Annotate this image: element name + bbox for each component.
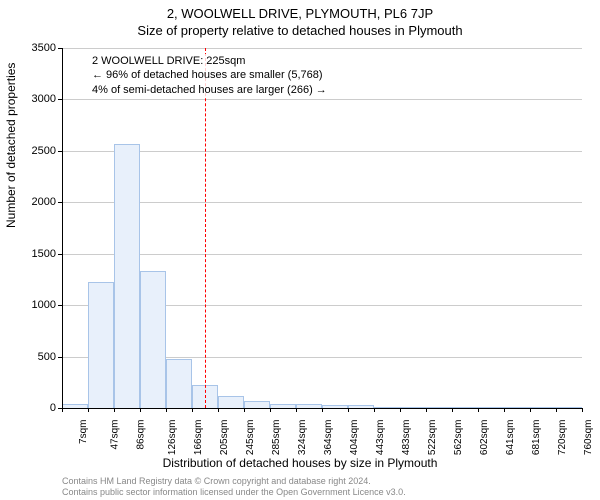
ytick-mark: [58, 202, 62, 203]
xtick-mark: [504, 408, 505, 412]
xtick-mark: [400, 408, 401, 412]
xtick-label: 720sqm: [557, 420, 568, 456]
xtick-mark: [582, 408, 583, 412]
xtick-mark: [530, 408, 531, 412]
xtick-mark: [426, 408, 427, 412]
xtick-mark: [348, 408, 349, 412]
xtick-label: 562sqm: [453, 420, 464, 456]
annotation-line-1: 2 WOOLWELL DRIVE: 225sqm: [92, 54, 327, 68]
ytick-label: 2500: [16, 145, 56, 157]
xtick-label: 760sqm: [583, 420, 594, 456]
xtick-label: 245sqm: [245, 420, 256, 456]
xtick-mark: [296, 408, 297, 412]
xtick-label: 602sqm: [479, 420, 490, 456]
ytick-label: 1500: [16, 248, 56, 260]
xtick-label: 324sqm: [297, 420, 308, 456]
xtick-mark: [478, 408, 479, 412]
xtick-mark: [114, 408, 115, 412]
annotation-line-3: 4% of semi-detached houses are larger (2…: [92, 83, 327, 97]
page-title: 2, WOOLWELL DRIVE, PLYMOUTH, PL6 7JP: [0, 0, 600, 21]
xtick-label: 205sqm: [219, 420, 230, 456]
xtick-label: 7sqm: [78, 420, 89, 444]
xtick-label: 364sqm: [323, 420, 334, 456]
xtick-mark: [374, 408, 375, 412]
ytick-label: 0: [16, 402, 56, 414]
xtick-mark: [88, 408, 89, 412]
footer-line-1: Contains HM Land Registry data © Crown c…: [62, 476, 406, 487]
xtick-mark: [556, 408, 557, 412]
xtick-mark: [218, 408, 219, 412]
ytick-label: 3000: [16, 93, 56, 105]
ytick-label: 1000: [16, 299, 56, 311]
ytick-mark: [58, 305, 62, 306]
footer-attribution: Contains HM Land Registry data © Crown c…: [62, 476, 406, 498]
xtick-label: 641sqm: [505, 420, 516, 456]
ytick-mark: [58, 151, 62, 152]
xtick-mark: [270, 408, 271, 412]
xtick-mark: [322, 408, 323, 412]
xtick-label: 285sqm: [271, 420, 282, 456]
histogram-bar: [218, 396, 244, 408]
histogram-bar: [88, 282, 114, 409]
xtick-label: 522sqm: [427, 420, 438, 456]
ytick-mark: [58, 254, 62, 255]
xtick-label: 126sqm: [167, 420, 178, 456]
xtick-mark: [62, 408, 63, 412]
xtick-label: 166sqm: [193, 420, 204, 456]
annotation-box: 2 WOOLWELL DRIVE: 225sqm← 96% of detache…: [92, 54, 327, 97]
marker-line: [205, 48, 206, 408]
histogram-bar: [244, 401, 270, 408]
ytick-label: 3500: [16, 42, 56, 54]
xtick-label: 404sqm: [349, 420, 360, 456]
histogram-bar: [140, 271, 166, 408]
xtick-mark: [244, 408, 245, 412]
histogram-bar: [166, 359, 192, 408]
xtick-label: 483sqm: [401, 420, 412, 456]
page-subtitle: Size of property relative to detached ho…: [0, 21, 600, 38]
x-axis-label: Distribution of detached houses by size …: [0, 456, 600, 470]
xtick-label: 86sqm: [135, 420, 146, 450]
xtick-mark: [140, 408, 141, 412]
footer-line-2: Contains public sector information licen…: [62, 487, 406, 498]
histogram-bar: [114, 144, 140, 408]
grid-line: [62, 99, 582, 100]
xtick-mark: [192, 408, 193, 412]
ytick-mark: [58, 99, 62, 100]
xtick-mark: [452, 408, 453, 412]
xtick-label: 47sqm: [110, 420, 121, 450]
histogram-plot: 2 WOOLWELL DRIVE: 225sqm← 96% of detache…: [62, 48, 582, 408]
xtick-label: 443sqm: [375, 420, 386, 456]
ytick-label: 2000: [16, 196, 56, 208]
grid-line: [62, 48, 582, 49]
ytick-mark: [58, 48, 62, 49]
ytick-mark: [58, 357, 62, 358]
xtick-mark: [166, 408, 167, 412]
ytick-label: 500: [16, 351, 56, 363]
xtick-label: 681sqm: [531, 420, 542, 456]
annotation-line-2: ← 96% of detached houses are smaller (5,…: [92, 68, 327, 82]
y-axis-line: [62, 48, 63, 408]
